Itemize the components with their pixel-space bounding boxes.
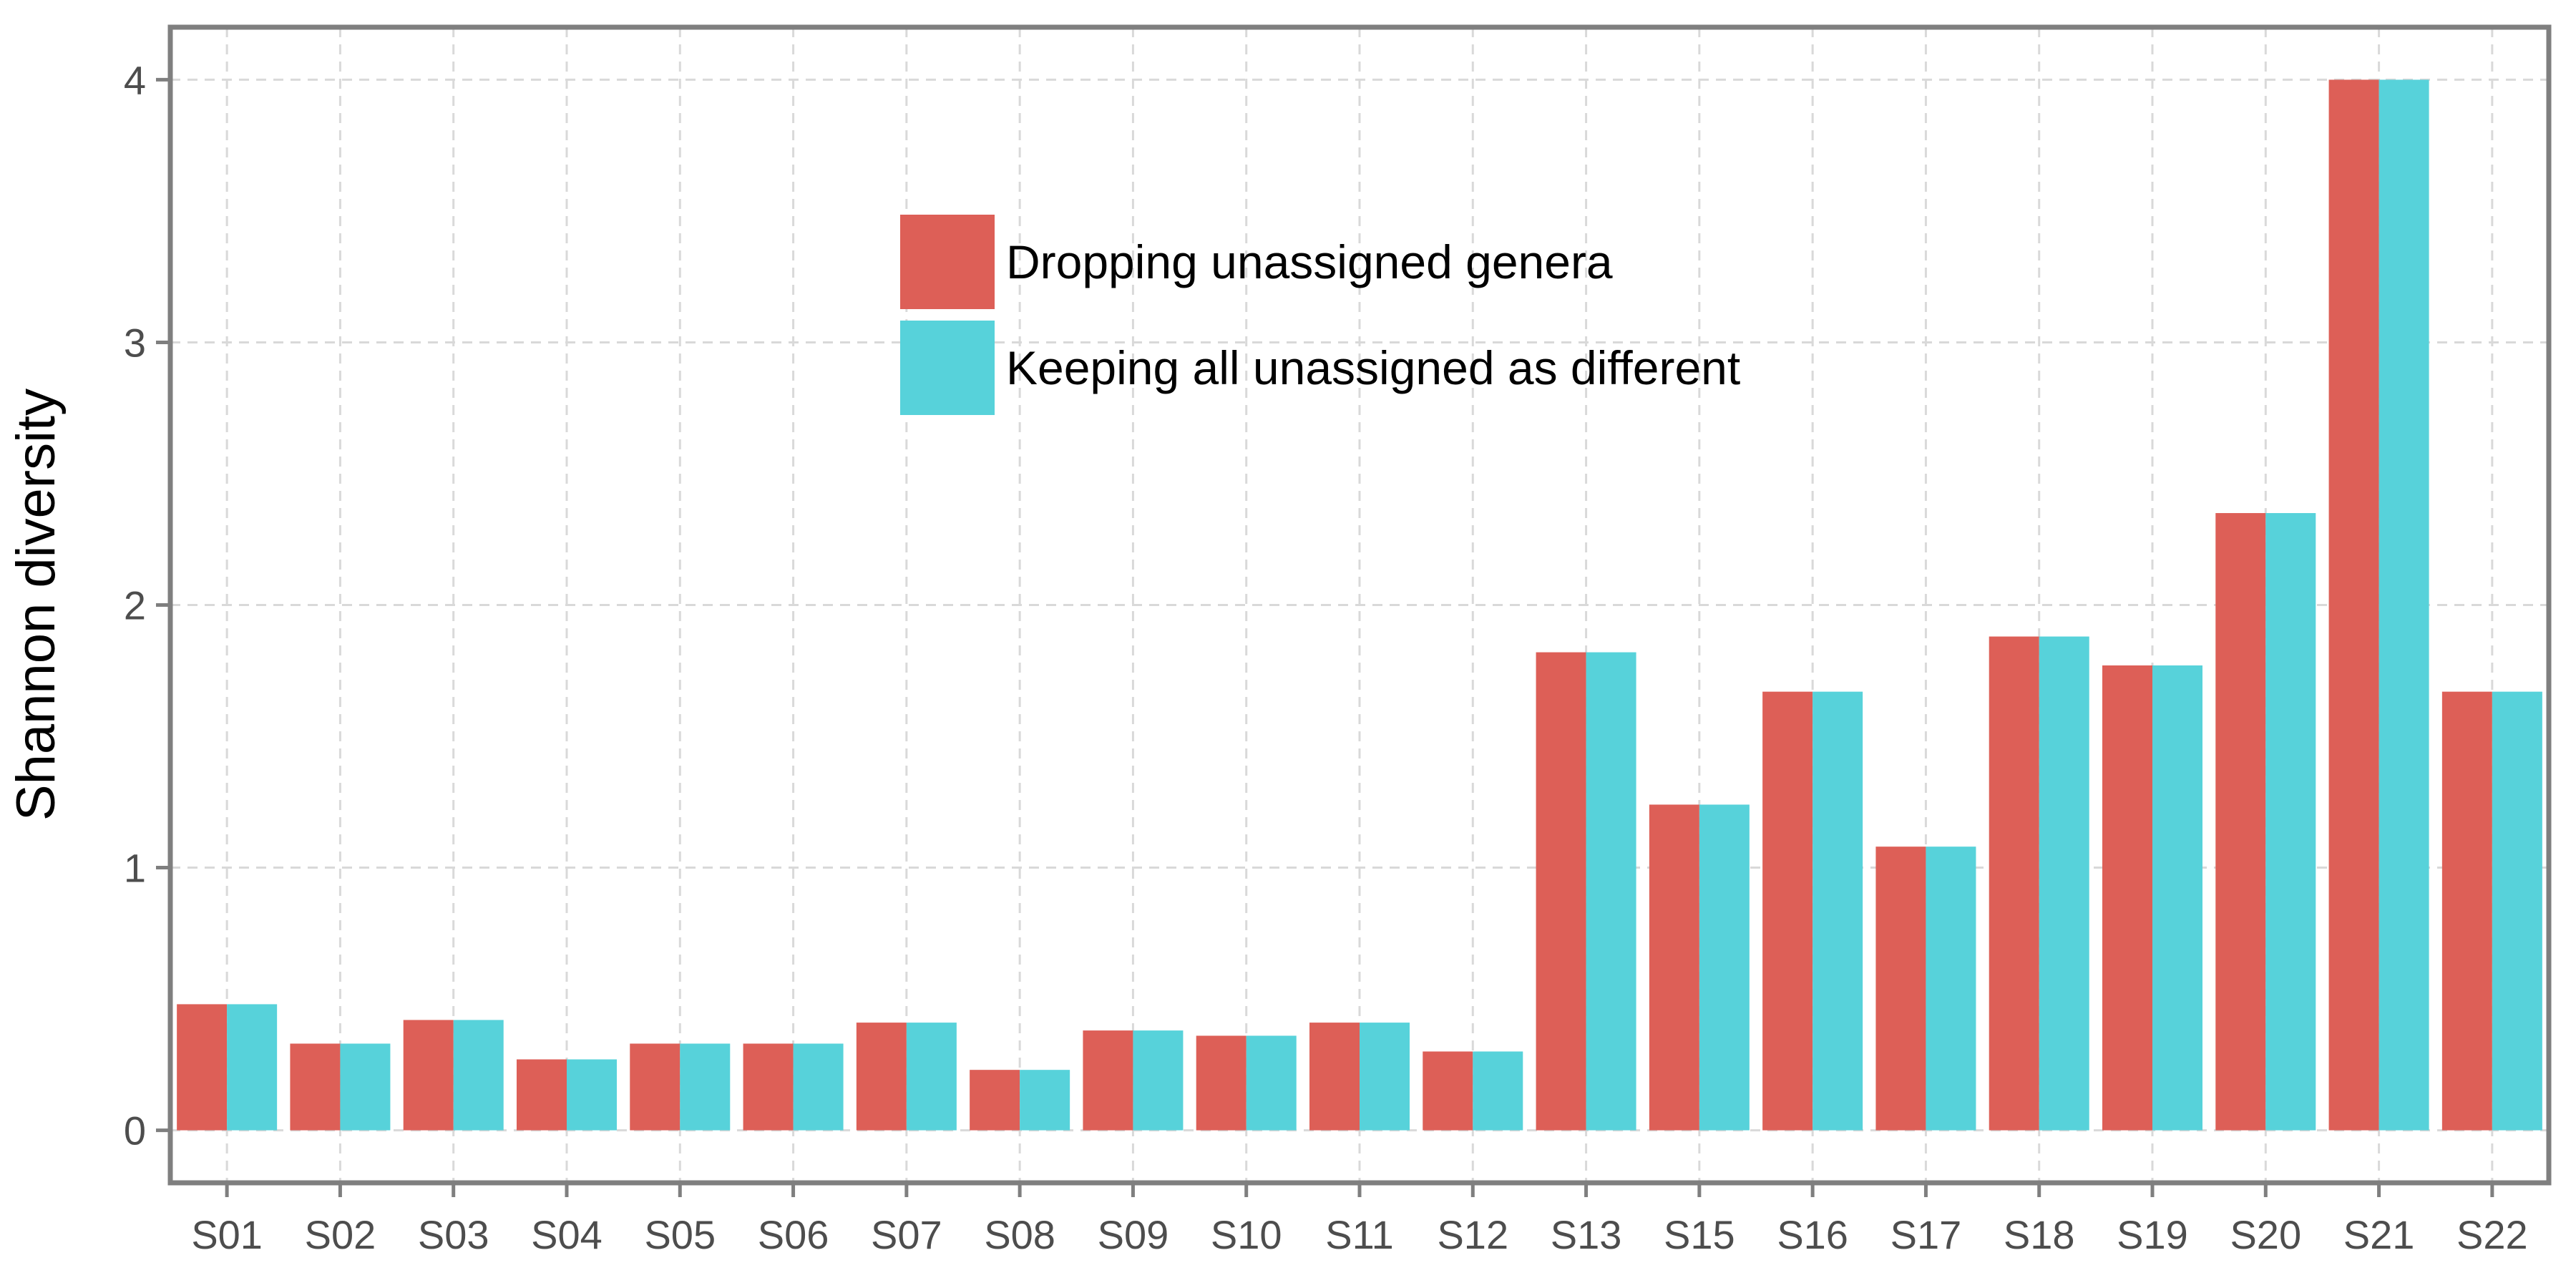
bar: [2265, 513, 2316, 1131]
y-tick-label: 1: [124, 846, 146, 891]
bar: [567, 1059, 617, 1131]
x-tick-label: S04: [531, 1212, 602, 1257]
bar: [743, 1043, 794, 1131]
x-tick-label: S09: [1098, 1212, 1169, 1257]
x-tick-label: S21: [2343, 1212, 2415, 1257]
y-tick-label: 2: [124, 583, 146, 628]
bar: [177, 1004, 228, 1131]
bar: [1020, 1070, 1070, 1131]
x-tick-label: S03: [418, 1212, 489, 1257]
bar: [1875, 847, 1926, 1131]
bar: [1989, 636, 2039, 1131]
bar: [453, 1020, 504, 1131]
bar: [2492, 691, 2542, 1131]
x-tick-label: S22: [2457, 1212, 2528, 1257]
bar: [1813, 691, 1863, 1131]
bar: [1196, 1035, 1246, 1131]
x-tick-label: S13: [1551, 1212, 1622, 1257]
x-tick-label: S19: [2117, 1212, 2188, 1257]
y-axis: 0 1 2 3 4: [124, 57, 170, 1153]
bar: [906, 1023, 957, 1131]
x-tick-label: S18: [2004, 1212, 2075, 1257]
bar: [1926, 847, 1976, 1131]
bar: [1536, 652, 1586, 1131]
x-tick-label: S11: [1325, 1212, 1393, 1257]
bar: [970, 1070, 1020, 1131]
x-tick-label: S05: [644, 1212, 716, 1257]
x-tick-label: S20: [2230, 1212, 2301, 1257]
bar: [630, 1043, 680, 1131]
x-tick-label: S06: [758, 1212, 829, 1257]
legend: Dropping unassigned genera Keeping all un…: [900, 215, 1740, 415]
y-axis-title: Shannon diversity: [6, 389, 67, 821]
x-axis: S01 S02 S03 S04 S05 S06 S07 S08 S09 S10 S11 S12 S13 S…: [191, 1183, 2528, 1257]
legend-key: [900, 321, 995, 415]
legend-label: Dropping unassigned genera: [1006, 235, 1613, 288]
bar: [1423, 1051, 1473, 1131]
legend-key: [900, 215, 995, 309]
y-tick-label: 0: [124, 1108, 146, 1153]
x-tick-label: S01: [191, 1212, 263, 1257]
bar: [340, 1043, 391, 1131]
bar: [793, 1043, 844, 1131]
bar: [1699, 804, 1750, 1131]
bars: [177, 79, 2542, 1131]
bar: [227, 1004, 278, 1131]
bar: [2215, 513, 2266, 1131]
bar: [1762, 691, 1813, 1131]
bar: [403, 1020, 454, 1131]
bar: [1309, 1023, 1360, 1131]
bar: [2102, 665, 2152, 1131]
bar: [517, 1059, 567, 1131]
bar: [856, 1023, 907, 1131]
y-tick-label: 3: [124, 320, 146, 365]
bar: [2039, 636, 2089, 1131]
x-tick-label: S12: [1437, 1212, 1508, 1257]
bar: [2441, 691, 2492, 1131]
bar: [1649, 804, 1699, 1131]
bar: [680, 1043, 731, 1131]
bar: [290, 1043, 341, 1131]
bar: [2328, 79, 2379, 1131]
y-tick-label: 4: [124, 57, 146, 102]
legend-label: Keeping all unassigned as different: [1006, 341, 1740, 394]
bar: [2152, 665, 2202, 1131]
x-tick-label: S10: [1211, 1212, 1282, 1257]
x-tick-label: S15: [1664, 1212, 1735, 1257]
x-tick-label: S17: [1890, 1212, 1962, 1257]
x-tick-label: S07: [871, 1212, 942, 1257]
x-tick-label: S16: [1777, 1212, 1848, 1257]
bar: [1586, 652, 1636, 1131]
bar: [1083, 1030, 1133, 1131]
bar: [1360, 1023, 1410, 1131]
bar: [2379, 79, 2429, 1131]
x-tick-label: S08: [984, 1212, 1055, 1257]
bar: [1473, 1051, 1523, 1131]
bar: [1246, 1035, 1297, 1131]
x-tick-label: S02: [305, 1212, 376, 1257]
bar: [1133, 1030, 1184, 1131]
